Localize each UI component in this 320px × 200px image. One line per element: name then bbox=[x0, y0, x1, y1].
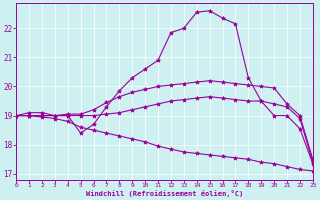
X-axis label: Windchill (Refroidissement éolien,°C): Windchill (Refroidissement éolien,°C) bbox=[86, 190, 243, 197]
